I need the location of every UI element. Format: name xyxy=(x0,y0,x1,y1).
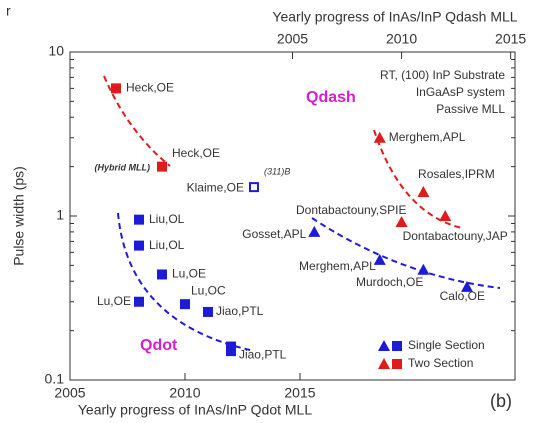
y-tick-label: 1 xyxy=(56,207,64,223)
point xyxy=(179,299,190,310)
point-label: Gosset,APL xyxy=(242,227,306,241)
point xyxy=(133,240,144,251)
fit-curve xyxy=(117,212,251,351)
point xyxy=(417,186,430,198)
point-label: Merghem,APL xyxy=(389,130,466,144)
point xyxy=(378,358,390,369)
point-label: Calo,OE xyxy=(440,289,485,303)
point xyxy=(373,253,386,265)
point xyxy=(133,214,144,225)
point-label: Lu,OC xyxy=(191,283,226,297)
fit-curve xyxy=(311,217,501,289)
annotation: Qdash xyxy=(306,89,356,106)
point xyxy=(156,269,167,280)
point xyxy=(392,341,402,351)
y-tick-label: 10 xyxy=(48,43,64,59)
point xyxy=(395,215,408,227)
point xyxy=(392,359,402,369)
x-tick-label: 2005 xyxy=(54,385,85,401)
fit-curves xyxy=(103,75,501,351)
x2-tick-label: 2010 xyxy=(386,31,417,47)
point-label: Heck,OE xyxy=(172,146,220,160)
point-label: Liu,OL xyxy=(149,212,185,226)
point-label: Jiao,PTL xyxy=(216,304,264,318)
x2-tick-label: 2005 xyxy=(277,31,308,47)
point xyxy=(439,210,452,221)
point xyxy=(461,280,474,292)
x-axis-label: Yearly progress of InAs/InP Qdot MLL xyxy=(78,402,312,418)
point-label: Merghem,APL xyxy=(299,259,376,273)
info-line: RT, (100) InP Substrate xyxy=(380,68,505,82)
x-tick-label: 2015 xyxy=(284,385,315,401)
point xyxy=(225,346,236,357)
point xyxy=(373,131,386,143)
point-label: Lu,OE xyxy=(97,294,131,308)
point-label: Rosales,IPRM xyxy=(418,167,495,181)
point-label: Heck,OE xyxy=(126,81,174,95)
legend-label: Single Section xyxy=(408,338,485,352)
fit-curve xyxy=(103,75,171,167)
point-label: Klaime,OE xyxy=(187,180,244,194)
point-label: Lu,OE xyxy=(172,267,206,281)
fit-curve xyxy=(373,129,463,229)
point xyxy=(308,225,321,237)
point xyxy=(417,263,430,275)
panel-letter: r xyxy=(6,3,11,19)
annotation: (311)B xyxy=(264,166,290,176)
point-label: Murdoch,OE xyxy=(356,275,423,289)
point-label: Dontabactouny,JAP xyxy=(403,229,508,243)
legend-label: Two Section xyxy=(408,356,473,370)
x-tick-label: 2010 xyxy=(169,385,200,401)
point xyxy=(378,340,390,351)
annotation: Dontabactouny,SPIE xyxy=(296,203,407,217)
point xyxy=(156,161,167,172)
point-label: Liu,OL xyxy=(149,238,185,252)
point xyxy=(248,182,259,193)
y-tick-label: 0.1 xyxy=(45,371,65,387)
info-line: Passive MLL xyxy=(436,102,505,116)
annotation: (Hybrid MLL) xyxy=(95,162,151,172)
x2-axis-label: Yearly progress of InAs/InP Qdash MLL xyxy=(272,9,517,25)
point-label: Jiao,PTL xyxy=(239,347,287,361)
x2-tick-label: 2015 xyxy=(495,31,526,47)
point xyxy=(133,296,144,307)
annotation: Qdot xyxy=(140,337,178,354)
y-axis-label: Pulse width (ps) xyxy=(11,166,27,266)
info-line: InGaAsP system xyxy=(416,85,505,99)
point xyxy=(202,306,213,317)
point xyxy=(110,83,121,94)
panel-tag: (b) xyxy=(490,391,512,411)
